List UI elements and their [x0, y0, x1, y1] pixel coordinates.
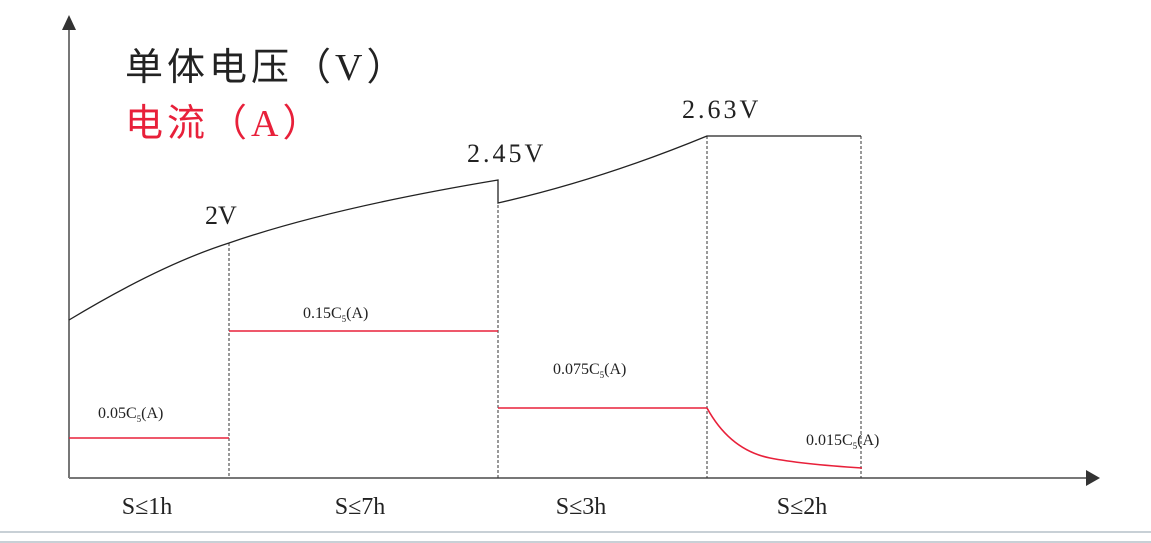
current-label: 0.15C5(A): [303, 305, 368, 324]
voltage-curve: [68, 135, 861, 321]
x-axis-arrow-icon: [1086, 470, 1100, 486]
current-legend: 电流（A）: [125, 103, 324, 145]
voltage-legend: 单体电压（V）: [125, 47, 408, 89]
current-label: 0.075C5(A): [553, 361, 626, 380]
y-axis-arrow-icon: [62, 15, 76, 30]
divider-line: [0, 531, 1151, 533]
current-stage-4: [706, 407, 863, 469]
voltage-label: 2.63V: [682, 95, 761, 124]
divider-line: [0, 541, 1151, 543]
current-label: 0.05C5(A): [98, 405, 163, 424]
stage-duration-label: S≤2h: [777, 494, 828, 520]
stage-duration-label: S≤7h: [335, 494, 386, 520]
stage-duration-label: S≤3h: [556, 494, 607, 520]
current-label: 0.015C5(A): [806, 432, 879, 451]
stage-duration-label: S≤1h: [122, 494, 173, 520]
voltage-label: 2.45V: [467, 139, 546, 168]
voltage-label: 2V: [205, 201, 237, 230]
